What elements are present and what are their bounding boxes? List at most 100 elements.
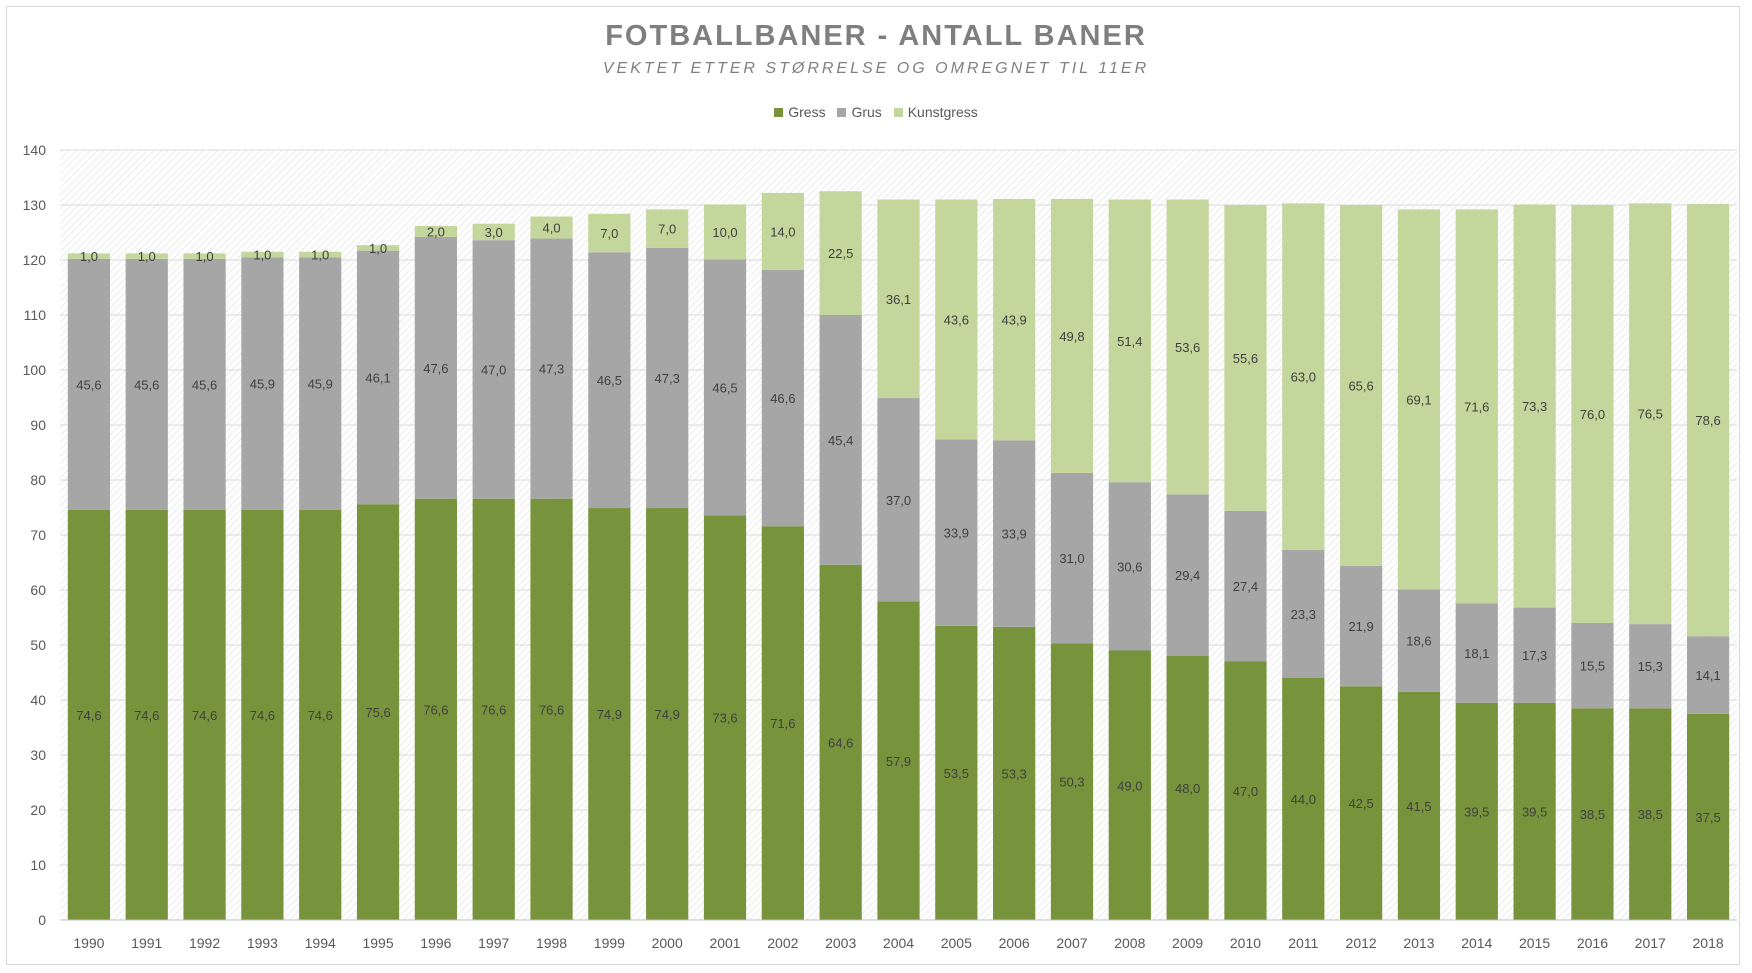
bar-kunstgress-2004 bbox=[877, 199, 920, 399]
x-tick-label: 2017 bbox=[1635, 935, 1666, 951]
data-label-kunstgress-1995: 1,0 bbox=[369, 241, 387, 256]
bar-grus-2009 bbox=[1166, 494, 1209, 656]
bar-kunstgress-2011 bbox=[1282, 203, 1325, 550]
y-tick-label: 80 bbox=[30, 472, 46, 488]
bar-gress-2012 bbox=[1340, 686, 1383, 920]
x-tick-label: 1990 bbox=[73, 935, 104, 951]
data-label-kunstgress-2016: 76,0 bbox=[1580, 407, 1605, 422]
bar-grus-1995 bbox=[356, 250, 400, 505]
x-tick-label: 1993 bbox=[247, 935, 278, 951]
data-label-kunstgress-1999: 7,0 bbox=[600, 226, 618, 241]
bar-grus-2004 bbox=[877, 398, 920, 602]
data-label-gress-2005: 53,5 bbox=[944, 766, 969, 781]
x-tick-label: 2007 bbox=[1056, 935, 1087, 951]
bar-gress-1990 bbox=[67, 509, 111, 920]
bar-gress-2006 bbox=[993, 626, 1036, 920]
x-tick-label: 2015 bbox=[1519, 935, 1550, 951]
bar-gress-1992 bbox=[183, 509, 226, 920]
x-tick-label: 2010 bbox=[1230, 935, 1261, 951]
bar-kunstgress-2012 bbox=[1340, 205, 1383, 566]
data-label-gress-2014: 39,5 bbox=[1464, 804, 1489, 819]
y-tick-label: 40 bbox=[30, 692, 46, 708]
y-tick-label: 140 bbox=[23, 142, 47, 158]
legend-item-grus: Grus bbox=[837, 104, 882, 120]
x-tick-label: 1995 bbox=[362, 935, 393, 951]
chart-subtitle: VEKTET ETTER STØRRELSE OG OMREGNET TIL 1… bbox=[602, 60, 1150, 77]
y-tick-label: 70 bbox=[30, 527, 46, 543]
bar-grus-2014 bbox=[1455, 603, 1498, 703]
bar-grus-1992 bbox=[183, 258, 226, 510]
data-label-gress-2008: 49,0 bbox=[1117, 778, 1142, 793]
data-label-gress-1992: 74,6 bbox=[192, 708, 217, 723]
data-label-grus-2002: 46,6 bbox=[770, 391, 795, 406]
bar-grus-2002 bbox=[761, 269, 804, 527]
data-label-kunstgress-2011: 63,0 bbox=[1291, 370, 1316, 385]
bar-grus-2012 bbox=[1340, 565, 1383, 687]
y-tick-label: 90 bbox=[30, 417, 46, 433]
y-tick-label: 110 bbox=[24, 307, 47, 323]
data-label-kunstgress-1996: 2,0 bbox=[427, 224, 445, 239]
bar-gress-2011 bbox=[1282, 678, 1325, 920]
bar-gress-2000 bbox=[646, 508, 689, 920]
y-tick-label: 20 bbox=[30, 802, 46, 818]
bar-grus-2005 bbox=[935, 439, 978, 626]
data-label-gress-2007: 50,3 bbox=[1059, 775, 1084, 790]
y-tick-label: 130 bbox=[23, 197, 47, 213]
data-label-gress-2012: 42,5 bbox=[1348, 796, 1373, 811]
bar-grus-2007 bbox=[1050, 472, 1094, 644]
bar-kunstgress-2014 bbox=[1455, 209, 1498, 604]
bar-kunstgress-1991 bbox=[125, 253, 168, 259]
bar-grus-2010 bbox=[1224, 510, 1267, 662]
x-tick-label: 1992 bbox=[189, 935, 220, 951]
data-label-gress-2003: 64,6 bbox=[828, 735, 853, 750]
y-tick-label: 100 bbox=[23, 362, 47, 378]
data-label-kunstgress-1997: 3,0 bbox=[485, 225, 503, 240]
data-label-gress-1998: 76,6 bbox=[539, 702, 564, 717]
x-tick-label: 2003 bbox=[825, 935, 856, 951]
data-label-grus-2009: 29,4 bbox=[1175, 568, 1200, 583]
bar-kunstgress-2003 bbox=[819, 191, 862, 315]
bar-gress-2017 bbox=[1629, 708, 1672, 920]
x-tick-label: 1994 bbox=[305, 935, 336, 951]
data-label-gress-2004: 57,9 bbox=[886, 754, 911, 769]
bar-gress-2004 bbox=[877, 601, 920, 920]
x-tick-label: 1997 bbox=[478, 935, 509, 951]
x-tick-label: 2014 bbox=[1461, 935, 1492, 951]
data-label-grus-2000: 47,3 bbox=[655, 371, 680, 386]
data-label-gress-2010: 47,0 bbox=[1233, 784, 1258, 799]
legend-item-kunstgress: Kunstgress bbox=[893, 104, 978, 120]
data-label-kunstgress-2000: 7,0 bbox=[658, 222, 676, 237]
y-tick-label: 60 bbox=[30, 582, 46, 598]
bar-grus-2017 bbox=[1629, 624, 1672, 709]
bar-kunstgress-2000 bbox=[646, 209, 689, 248]
data-label-grus-2007: 31,0 bbox=[1059, 551, 1084, 566]
data-label-gress-1994: 74,6 bbox=[308, 708, 333, 723]
bar-grus-2018 bbox=[1686, 636, 1730, 714]
bar-kunstgress-2009 bbox=[1166, 199, 1209, 495]
bar-gress-2015 bbox=[1513, 702, 1556, 920]
bar-gress-1995 bbox=[356, 504, 400, 920]
bar-kunstgress-2013 bbox=[1397, 209, 1441, 590]
chart-title: FOTBALLBANER - ANTALL BANER bbox=[605, 20, 1147, 52]
data-label-grus-1992: 45,6 bbox=[192, 377, 217, 392]
x-tick-label: 2011 bbox=[1288, 935, 1318, 951]
data-label-kunstgress-1992: 1,0 bbox=[196, 249, 214, 264]
data-label-gress-1991: 74,6 bbox=[134, 708, 159, 723]
bar-grus-2006 bbox=[993, 440, 1036, 627]
data-label-grus-2016: 15,5 bbox=[1580, 659, 1605, 674]
x-tick-label: 1991 bbox=[131, 935, 162, 951]
data-label-grus-2011: 23,3 bbox=[1291, 607, 1316, 622]
data-label-grus-2014: 18,1 bbox=[1464, 646, 1489, 661]
x-tick-label: 2013 bbox=[1403, 935, 1434, 951]
bar-kunstgress-1996 bbox=[414, 225, 457, 237]
data-label-gress-1997: 76,6 bbox=[481, 702, 506, 717]
data-label-kunstgress-2017: 76,5 bbox=[1638, 407, 1663, 422]
y-tick-label: 50 bbox=[30, 637, 46, 653]
legend-item-gress: Gress bbox=[774, 104, 826, 120]
bar-gress-2016 bbox=[1571, 708, 1614, 920]
data-label-grus-2013: 18,6 bbox=[1406, 634, 1431, 649]
legend-label-gress: Gress bbox=[788, 104, 826, 120]
bar-kunstgress-2016 bbox=[1571, 205, 1614, 623]
bar-gress-2010 bbox=[1224, 661, 1267, 920]
bar-gress-1993 bbox=[241, 509, 284, 920]
